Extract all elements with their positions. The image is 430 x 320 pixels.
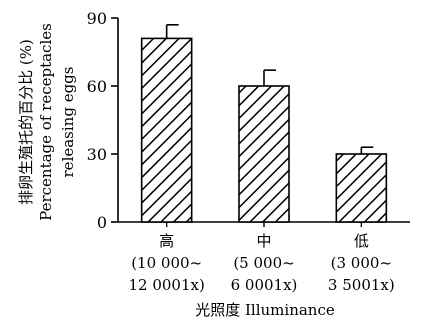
- y-axis-label-line-3: releasing eggs: [59, 67, 77, 178]
- x-category-label-line: (10 000~: [131, 254, 202, 272]
- y-tick-label: 0: [97, 213, 107, 232]
- bar: [335, 153, 388, 223]
- x-category-label-line: 中: [256, 232, 271, 250]
- x-category-label-line: 3 5001x): [328, 276, 395, 294]
- bar: [238, 85, 290, 223]
- y-axis-label-line-1: 排卵生殖托的百分比 (%): [17, 39, 35, 205]
- x-category-label-line: (3 000~: [331, 254, 392, 272]
- bar: [140, 37, 193, 223]
- y-tick-label: 30: [87, 145, 107, 164]
- y-axis-label-line-2: Percentage of receptacles: [37, 23, 55, 221]
- x-category-labels: 高 (10 000~ 12 0001x) 中 (5 000~ 6 0001x) 低 (3 00…: [128, 222, 395, 294]
- bars: [140, 23, 388, 223]
- y-ticks: 0 30 60 90: [87, 9, 118, 232]
- x-category-label-line: 6 0001x): [231, 276, 298, 294]
- x-category-label-line: 12 0001x): [128, 276, 204, 294]
- x-category-label-line: 高: [159, 232, 174, 250]
- x-axis-label: 光照度 Illuminance: [195, 301, 335, 319]
- x-category-label-line: (5 000~: [233, 254, 294, 272]
- y-tick-label: 60: [87, 77, 107, 96]
- y-tick-label: 90: [87, 9, 107, 28]
- y-axis-label: 排卵生殖托的百分比 (%) Percentage of receptacles …: [17, 23, 77, 221]
- x-category-label-line: 低: [354, 232, 369, 250]
